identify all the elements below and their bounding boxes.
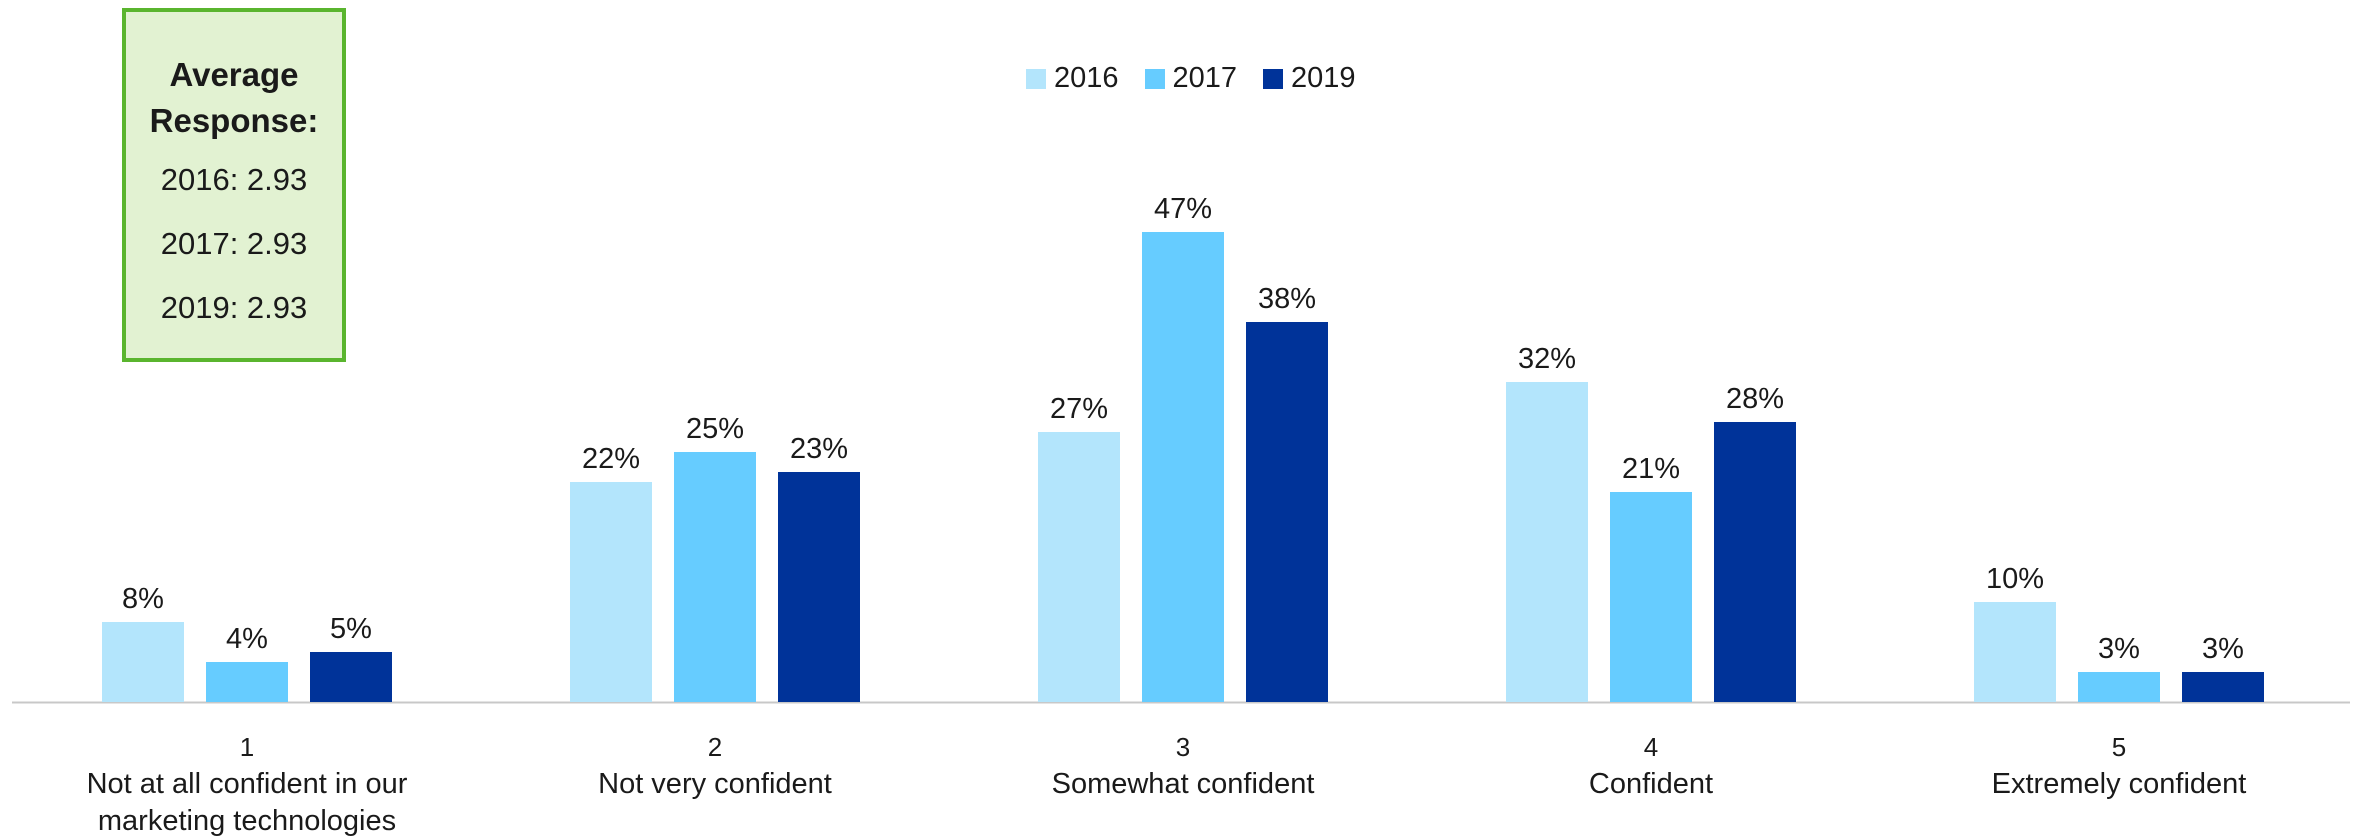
category-label-2-line-2: Not very confident xyxy=(598,768,832,800)
bar-2016-cat-5 xyxy=(1974,602,2056,702)
bar-2019-cat-3 xyxy=(1246,322,1328,702)
category-label-3-line-2: Somewhat confident xyxy=(1052,768,1315,800)
legend-item-2016: 2016 xyxy=(1026,62,1119,95)
legend-label-2017: 2017 xyxy=(1172,62,1238,94)
legend-item-2019: 2019 xyxy=(1263,62,1356,95)
data-label-2017-cat-4: 21% xyxy=(1622,453,1680,485)
data-label-2016-cat-1: 8% xyxy=(122,583,164,615)
bar-2017-cat-5 xyxy=(2078,672,2160,702)
legend-item-2017: 2017 xyxy=(1144,62,1238,95)
bar-2016-cat-3 xyxy=(1038,432,1120,702)
average-2017: 2017: 2.93 xyxy=(160,226,308,261)
bar-2016-cat-1 xyxy=(102,622,184,702)
bar-2019-cat-4 xyxy=(1714,422,1796,702)
data-label-2017-cat-5: 3% xyxy=(2098,633,2140,665)
average-title-line-1: Average xyxy=(169,56,299,93)
average-response-title: Average Response: xyxy=(126,52,342,144)
category-label-3-line-1: 3 xyxy=(1176,732,1190,762)
bar-2016-cat-2 xyxy=(570,482,652,702)
legend-swatch-2016 xyxy=(1026,68,1046,89)
data-label-2016-cat-2: 22% xyxy=(582,443,640,475)
data-label-2017-cat-3: 47% xyxy=(1154,193,1212,225)
average-2016: 2016: 2.93 xyxy=(160,162,308,197)
legend-label-2019: 2019 xyxy=(1291,62,1356,94)
data-label-2019-cat-5: 3% xyxy=(2202,633,2244,665)
data-label-2016-cat-4: 32% xyxy=(1518,343,1576,375)
data-label-2016-cat-5: 10% xyxy=(1986,563,2044,595)
chart-legend: 2016 2017 2019 xyxy=(1026,62,1382,95)
category-label-4-line-2: Confident xyxy=(1589,768,1713,800)
category-label-5-line-1: 5 xyxy=(2112,732,2126,762)
bar-2019-cat-2 xyxy=(778,472,860,702)
data-label-2017-cat-2: 25% xyxy=(686,413,744,445)
category-label-1-line-1: 1 xyxy=(240,732,254,762)
bar-2017-cat-2 xyxy=(674,452,756,702)
bar-2016-cat-4 xyxy=(1506,382,1588,702)
legend-swatch-2017 xyxy=(1144,68,1165,89)
bar-2017-cat-4 xyxy=(1610,492,1692,702)
bar-2019-cat-5 xyxy=(2182,672,2264,702)
category-label-5-line-2: Extremely confident xyxy=(1992,768,2247,800)
category-label-1-line-2: Not at all confident in our xyxy=(87,768,408,800)
average-response-box: Average Response: 2016: 2.93 2017: 2.93 … xyxy=(122,8,346,362)
bar-2019-cat-1 xyxy=(310,652,392,702)
data-label-2017-cat-1: 4% xyxy=(226,623,268,655)
bar-2017-cat-3 xyxy=(1142,232,1224,702)
legend-swatch-2019 xyxy=(1263,68,1284,89)
data-label-2019-cat-1: 5% xyxy=(330,613,372,645)
bar-2017-cat-1 xyxy=(206,662,288,702)
data-label-2019-cat-2: 23% xyxy=(790,433,848,465)
data-label-2019-cat-3: 38% xyxy=(1258,283,1316,315)
data-label-2019-cat-4: 28% xyxy=(1726,383,1784,415)
data-label-2016-cat-3: 27% xyxy=(1050,393,1108,425)
category-label-1-line-3: marketing technologies xyxy=(98,805,396,837)
average-2019: 2019: 2.93 xyxy=(160,290,308,325)
average-title-line-2: Response: xyxy=(149,102,319,139)
category-label-2-line-1: 2 xyxy=(708,732,722,762)
category-label-4-line-1: 4 xyxy=(1644,732,1658,762)
legend-label-2016: 2016 xyxy=(1054,62,1119,94)
